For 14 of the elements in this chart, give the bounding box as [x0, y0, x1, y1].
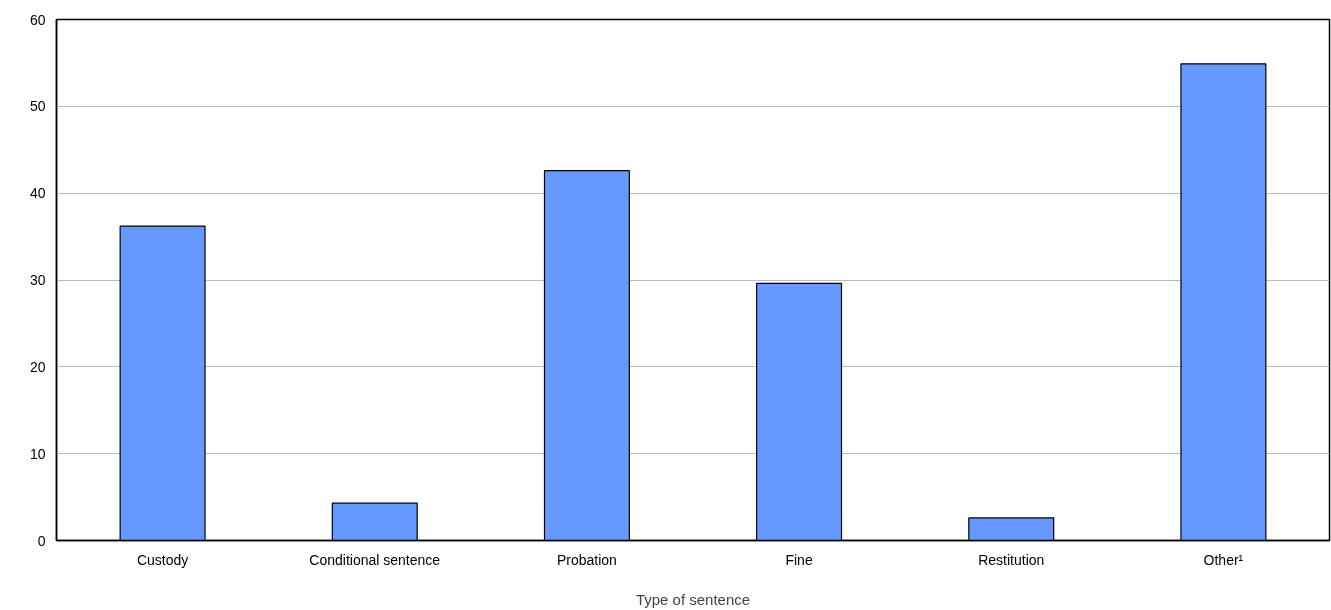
- y-tick-label: 50: [29, 98, 46, 115]
- y-tick-label: 0: [37, 532, 46, 549]
- x-tick-label: Other¹: [1203, 551, 1244, 568]
- x-tick-label: Restitution: [978, 551, 1045, 568]
- x-axis-title: Type of sentence: [635, 590, 751, 608]
- y-tick-label: 40: [29, 185, 46, 202]
- x-tick-label: Custody: [136, 551, 189, 568]
- y-tick-label: 30: [29, 272, 46, 288]
- y-tick-label: 20: [29, 358, 46, 375]
- y-tick-label: 10: [29, 445, 46, 462]
- x-tick-label: Fine: [785, 551, 813, 568]
- x-tick-label: Probation: [556, 551, 617, 568]
- x-tick-label: Conditional sentence: [309, 551, 441, 568]
- y-tick-label: 60: [29, 11, 46, 28]
